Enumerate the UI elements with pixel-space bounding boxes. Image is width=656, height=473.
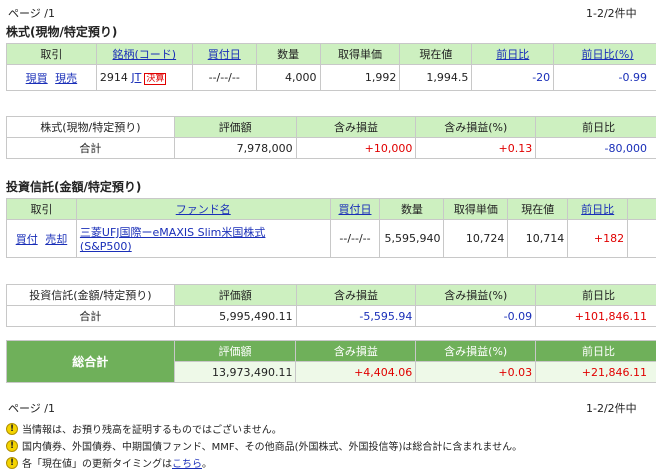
stock-holdings-table: 取引 銘柄(コード) 買付日 数量 取得単価 現在値 前日比 前日比(%) 現買… — [6, 43, 656, 91]
update-timing-link[interactable]: こちら — [172, 459, 202, 470]
note-2-text: 国内債券、外国債券、中期国債ファンド、MMF、その他商品(外国株式、外国投信等)… — [22, 442, 523, 453]
stock-summary-table: 株式(現物/特定預り) 評価額 含み損益 含み損益(%) 前日比 合計 7,97… — [6, 116, 656, 159]
pager-count-bottom: 1-2/2件中 — [586, 402, 637, 415]
stock-change-pct: -0.99 — [553, 64, 656, 91]
fund-trade-cell: 買付 売却 — [6, 219, 77, 258]
pager-count-top: 1-2/2件中 — [586, 7, 637, 20]
warning-icon: ! — [6, 439, 18, 452]
stock-qty: 4,000 — [255, 64, 321, 91]
stock-summary-value: 7,978,000 — [173, 137, 297, 159]
stock-summary-pl-pct: +0.13 — [415, 137, 537, 159]
stock-summary-h-value: 評価額 — [173, 116, 297, 138]
grand-total-h-pl: 含み損益 — [295, 340, 417, 362]
stock-summary-total-label: 合計 — [6, 137, 175, 159]
fund-summary-table: 投資信託(金額/特定預り) 評価額 含み損益 含み損益(%) 前日比 合計 5,… — [6, 284, 656, 327]
note-1-text: 当情報は、お預り残高を証明するものではございません。 — [22, 425, 282, 436]
note-3-suffix: 。 — [202, 459, 212, 470]
fund-qty: 5,595,940 — [379, 219, 445, 258]
stock-summary-h-change: 前日比 — [535, 116, 656, 138]
grand-total-table: 総合計 評価額 含み損益 含み損益(%) 前日比 13,973,490.11 +… — [6, 340, 656, 383]
stock-buy-date: --/--/-- — [191, 64, 257, 91]
warning-icon: ! — [6, 422, 18, 435]
note-3: ! 各「現在値」の更新タイミングは こちら。 — [6, 455, 212, 470]
fund-change: +182 — [567, 219, 629, 258]
fund-summary-total-label: 合計 — [6, 305, 175, 327]
grand-total-h-pl-pct: 含み損益(%) — [415, 340, 537, 362]
grand-total-value: 13,973,490.11 — [173, 361, 297, 383]
col-change-pct[interactable]: 前日比(%) — [553, 43, 656, 65]
fund-name-line1[interactable]: 三菱UFJ国際ーeMAXIS Slim米国株式 — [79, 226, 266, 239]
stock-section-title: 株式(現物/特定預り) — [6, 25, 118, 39]
fund-buy-date: --/--/-- — [329, 219, 381, 258]
fund-summary-value: 5,995,490.11 — [173, 305, 297, 327]
fund-col-extra — [627, 198, 656, 220]
stock-trade-cell: 現買 現売 — [6, 64, 97, 91]
fund-price: 10,714 — [507, 219, 569, 258]
fund-summary-h-change: 前日比 — [535, 284, 656, 306]
col-trade: 取引 — [6, 43, 97, 65]
fund-holdings-table: 取引 ファンド名 買付日 数量 取得単価 現在値 前日比 買付 売却 三菱UFJ… — [6, 198, 656, 258]
stock-summary-h-pl: 含み損益 — [295, 116, 417, 138]
col-buy-date[interactable]: 買付日 — [191, 43, 257, 65]
fund-summary-h-pl-pct: 含み損益(%) — [415, 284, 537, 306]
stock-name-link[interactable]: JT — [131, 70, 142, 84]
pager-page-bottom: ページ /1 — [8, 402, 55, 415]
fund-extra-cell — [627, 219, 656, 258]
col-acq-price: 取得単価 — [319, 43, 401, 65]
fund-acq-price: 10,724 — [443, 219, 509, 258]
fund-summary-h-pl: 含み損益 — [295, 284, 417, 306]
fund-col-trade: 取引 — [6, 198, 77, 220]
fund-col-buy-date[interactable]: 買付日 — [329, 198, 381, 220]
stock-summary-pl: +10,000 — [295, 137, 417, 159]
fund-name-line2[interactable]: (S&P500) — [79, 240, 132, 253]
stock-buy-link[interactable]: 現買 — [25, 71, 48, 85]
warning-icon: ! — [6, 456, 18, 469]
col-price: 現在値 — [399, 43, 473, 65]
col-stock-name[interactable]: 銘柄(コード) — [95, 43, 193, 65]
pager-page-top: ページ /1 — [8, 7, 55, 20]
grand-total-label: 総合計 — [6, 340, 175, 383]
stock-name-cell: 2914 JT 決算 — [95, 64, 193, 91]
grand-total-h-value: 評価額 — [173, 340, 297, 362]
stock-summary-h-pl-pct: 含み損益(%) — [415, 116, 537, 138]
fund-summary-pl: -5,595.94 — [295, 305, 417, 327]
stock-price: 1,994.5 — [399, 64, 473, 91]
fund-summary-label: 投資信託(金額/特定預り) — [6, 284, 175, 306]
fund-summary-pl-pct: -0.09 — [415, 305, 537, 327]
note-2: ! 国内債券、外国債券、中期国債ファンド、MMF、その他商品(外国株式、外国投信… — [6, 438, 522, 453]
grand-total-h-change: 前日比 — [535, 340, 656, 362]
grand-total-pl: +4,404.06 — [295, 361, 417, 383]
fund-col-name[interactable]: ファンド名 — [75, 198, 331, 220]
fund-col-change[interactable]: 前日比 — [567, 198, 629, 220]
grand-total-pl-pct: +0.03 — [415, 361, 537, 383]
note-3-text: 各「現在値」の更新タイミングは — [22, 459, 172, 470]
fund-section-title: 投資信託(金額/特定預り) — [6, 180, 142, 194]
fund-buy-link[interactable]: 買付 — [15, 232, 38, 246]
stock-summary-change: -80,000 — [535, 137, 656, 159]
earnings-badge: 決算 — [144, 72, 167, 85]
fund-col-acq-price: 取得単価 — [443, 198, 509, 220]
fund-summary-h-value: 評価額 — [173, 284, 297, 306]
col-change[interactable]: 前日比 — [471, 43, 555, 65]
note-1: ! 当情報は、お預り残高を証明するものではございません。 — [6, 421, 282, 436]
fund-col-price: 現在値 — [507, 198, 569, 220]
col-qty: 数量 — [255, 43, 321, 65]
stock-acq-price: 1,992 — [319, 64, 401, 91]
fund-summary-change: +101,846.11 — [535, 305, 656, 327]
grand-total-change: +21,846.11 — [535, 361, 656, 383]
fund-sell-link[interactable]: 売却 — [45, 232, 68, 246]
stock-sell-link[interactable]: 現売 — [55, 71, 78, 85]
stock-code: 2914 — [99, 70, 128, 84]
fund-name-cell[interactable]: 三菱UFJ国際ーeMAXIS Slim米国株式 (S&P500) — [75, 219, 331, 258]
stock-change: -20 — [471, 64, 555, 91]
fund-col-qty: 数量 — [379, 198, 445, 220]
stock-summary-label: 株式(現物/特定預り) — [6, 116, 175, 138]
